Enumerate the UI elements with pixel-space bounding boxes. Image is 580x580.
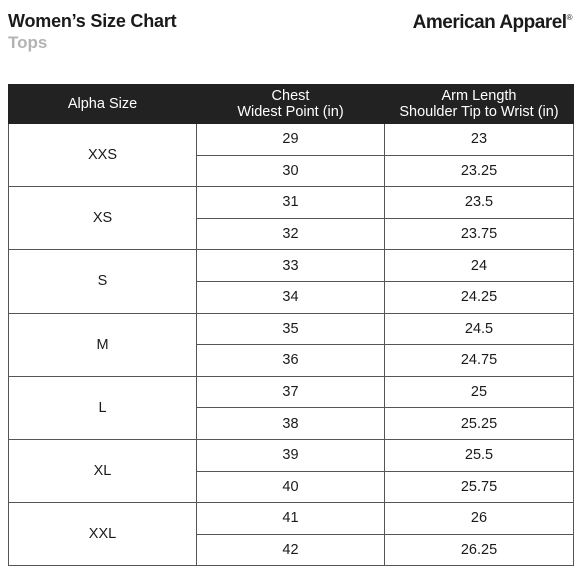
chest-cell: 34 bbox=[196, 280, 385, 314]
arm-length-cell: 24.25 bbox=[384, 280, 574, 314]
brand-logo: American Apparel® bbox=[412, 12, 573, 34]
header-label: Chest bbox=[271, 88, 310, 104]
header-label: Alpha Size bbox=[67, 96, 138, 112]
chest-cell: 29 bbox=[196, 123, 385, 156]
arm-length-cell: 26 bbox=[384, 502, 574, 535]
chest-cell: 41 bbox=[196, 502, 385, 535]
header-chest: Chest Widest Point (in) bbox=[196, 84, 385, 124]
header-sublabel: Widest Point (in) bbox=[237, 104, 344, 120]
table-row: 36 24.75 bbox=[9, 344, 574, 377]
arm-length-cell: 23.5 bbox=[384, 186, 574, 219]
arm-length-cell: 24.5 bbox=[384, 312, 574, 346]
chest-cell: 32 bbox=[196, 217, 385, 251]
table-row: 32 23.75 bbox=[9, 217, 574, 251]
chest-cell: 35 bbox=[196, 312, 385, 346]
table-body: XXS 29 23 30 23.25 XS 31 23.5 32 23.75 S 33 24 34 24.2… bbox=[8, 122, 574, 567]
chest-cell: 37 bbox=[196, 375, 385, 409]
arm-length-cell: 26.25 bbox=[384, 533, 574, 567]
arm-length-cell: 25.25 bbox=[384, 407, 574, 440]
table-row: L 37 25 bbox=[8, 375, 574, 440]
size-cell: XXL bbox=[8, 502, 197, 567]
table-row: 34 24.25 bbox=[9, 280, 574, 314]
brand-name: American Apparel bbox=[412, 12, 567, 33]
page-subtitle: Tops bbox=[8, 33, 48, 52]
arm-length-cell: 25 bbox=[384, 375, 574, 409]
header-arm-length: Arm Length Shoulder Tip to Wrist (in) bbox=[384, 84, 574, 124]
table-row: S 33 24 bbox=[8, 249, 574, 314]
registered-mark: ® bbox=[566, 13, 573, 22]
header-sublabel: Shoulder Tip to Wrist (in) bbox=[399, 104, 559, 120]
arm-length-cell: 24 bbox=[384, 249, 574, 282]
page-title: Women’s Size Chart bbox=[8, 11, 177, 31]
table-row: XXS 29 23 bbox=[8, 122, 574, 188]
arm-length-cell: 23 bbox=[384, 123, 574, 156]
table-row: XS 31 23.5 bbox=[8, 186, 574, 251]
size-cell: XL bbox=[8, 438, 197, 504]
chest-cell: 36 bbox=[196, 344, 385, 377]
arm-length-cell: 25.5 bbox=[384, 438, 574, 472]
size-cell: S bbox=[8, 249, 197, 314]
table-row: M 35 24.5 bbox=[8, 312, 574, 377]
table-row: 38 25.25 bbox=[9, 407, 574, 440]
chest-cell: 40 bbox=[196, 470, 385, 504]
chest-cell: 39 bbox=[196, 438, 385, 472]
chest-cell: 33 bbox=[196, 249, 385, 282]
table-row: XL 39 25.5 bbox=[8, 438, 574, 504]
arm-length-cell: 25.75 bbox=[384, 470, 574, 504]
table-header-row: Alpha Size Chest Widest Point (in) Arm L… bbox=[8, 84, 574, 124]
size-cell: XXS bbox=[8, 122, 197, 188]
table-row: 42 26.25 bbox=[9, 533, 574, 567]
size-cell: L bbox=[8, 375, 197, 440]
arm-length-cell: 23.75 bbox=[384, 217, 574, 251]
table-row: 40 25.75 bbox=[9, 470, 574, 504]
chest-cell: 42 bbox=[196, 533, 385, 567]
header-alpha-size: Alpha Size bbox=[8, 84, 197, 124]
size-cell: XS bbox=[8, 186, 197, 251]
header-label: Arm Length bbox=[441, 88, 517, 104]
chest-cell: 31 bbox=[196, 186, 385, 219]
chest-cell: 30 bbox=[196, 154, 385, 188]
size-chart-table: Alpha Size Chest Widest Point (in) Arm L… bbox=[8, 84, 574, 567]
arm-length-cell: 23.25 bbox=[384, 154, 574, 188]
chest-cell: 38 bbox=[196, 407, 385, 440]
table-row: XXL 41 26 bbox=[8, 502, 574, 567]
table-row: 30 23.25 bbox=[9, 154, 574, 188]
arm-length-cell: 24.75 bbox=[384, 344, 574, 377]
size-cell: M bbox=[8, 312, 197, 377]
